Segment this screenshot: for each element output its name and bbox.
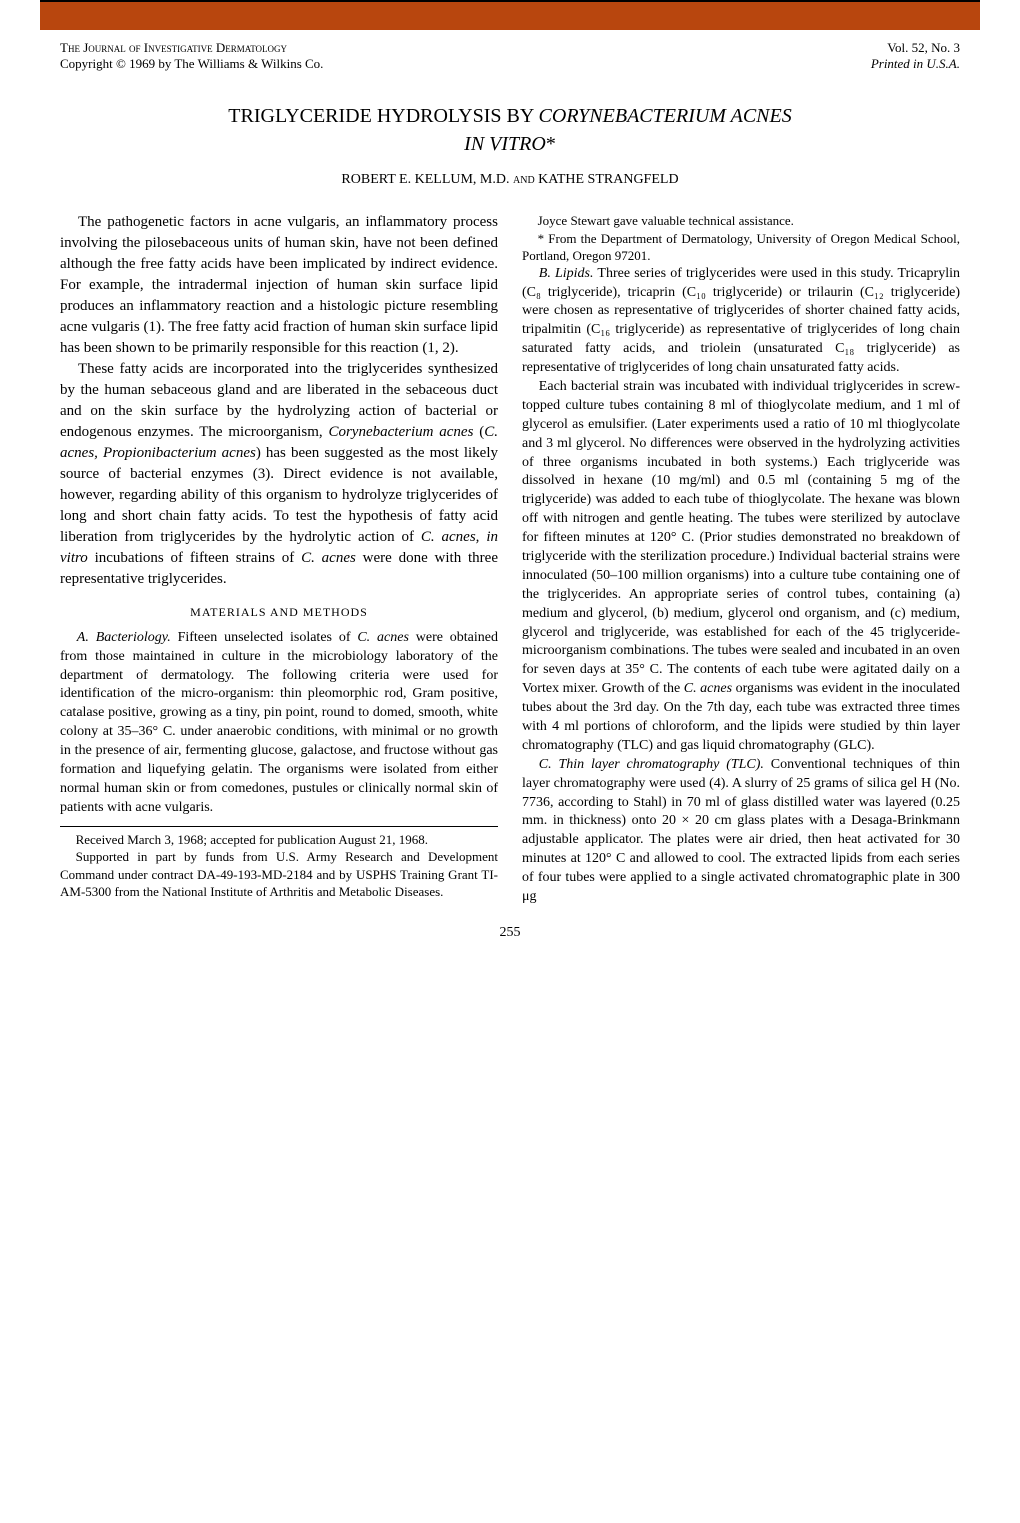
- journal-name: The Journal of Investigative Dermatology: [60, 40, 287, 55]
- page-content: The Journal of Investigative Dermatology…: [0, 40, 1020, 981]
- title-species: CORYNEBACTERIUM ACNES: [539, 105, 792, 127]
- paragraph-2: These fatty acids are incorporated into …: [60, 359, 498, 590]
- printed: Printed in U.S.A.: [871, 56, 960, 71]
- footnote-1: Received March 3, 1968; accepted for pub…: [60, 831, 498, 849]
- meta-right: Vol. 52, No. 3 Printed in U.S.A.: [871, 40, 960, 72]
- methods-b-label: B. Lipids.: [539, 266, 594, 281]
- title-asterisk: *: [546, 133, 556, 155]
- title-line1: TRIGLYCERIDE HYDROLYSIS BY: [228, 105, 538, 127]
- methods-a-label: A. Bacteriology.: [77, 630, 171, 645]
- footnote-4: * From the Department of Dermatology, Un…: [522, 230, 960, 265]
- page-number: 255: [60, 925, 960, 941]
- columns: The pathogenetic factors in acne vulgari…: [60, 212, 960, 907]
- paragraph-1: The pathogenetic factors in acne vulgari…: [60, 212, 498, 359]
- methods-c: C. Thin layer chromatography (TLC). Conv…: [522, 756, 960, 907]
- methods-a: A. Bacteriology. Fifteen unselected isol…: [60, 629, 498, 818]
- header-bar: [40, 0, 980, 30]
- authors: ROBERT E. KELLUM, M.D. and KATHE STRANGF…: [60, 172, 960, 188]
- authors-text: ROBERT E. KELLUM, M.D. and KATHE STRANGF…: [341, 172, 678, 187]
- materials-heading: MATERIALS AND METHODS: [60, 604, 498, 621]
- title-line2: IN VITRO: [464, 133, 546, 155]
- meta-header: The Journal of Investigative Dermatology…: [60, 40, 960, 72]
- methods-b: B. Lipids. Three series of triglycerides…: [522, 265, 960, 756]
- meta-left: The Journal of Investigative Dermatology…: [60, 40, 323, 72]
- footnote-3: Joyce Stewart gave valuable technical as…: [522, 212, 960, 230]
- methods-b-p2: Each bacterial strain was incubated with…: [522, 378, 960, 756]
- copyright: Copyright © 1969 by The Williams & Wilki…: [60, 56, 323, 71]
- methods-c-label: C. Thin layer chromatography (TLC).: [539, 757, 764, 772]
- article-title: TRIGLYCERIDE HYDROLYSIS BY CORYNEBACTERI…: [60, 102, 960, 158]
- footnote-2: Supported in part by funds from U.S. Arm…: [60, 848, 498, 901]
- volume: Vol. 52, No. 3: [887, 40, 960, 55]
